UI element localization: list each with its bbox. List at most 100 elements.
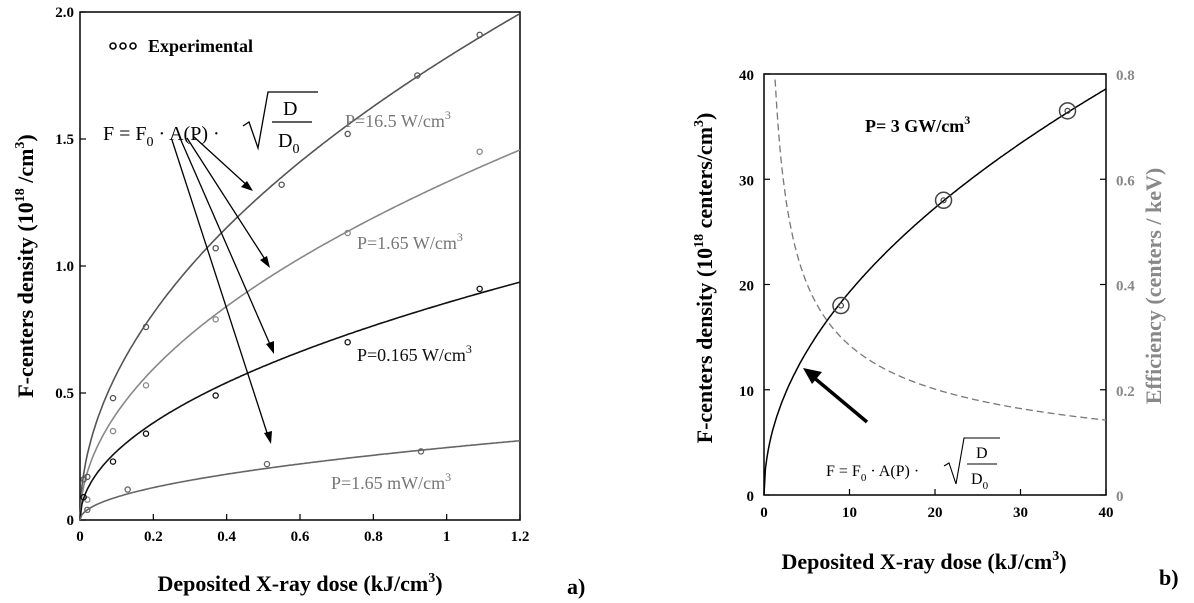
chart-b-arrow bbox=[810, 374, 869, 424]
formula-b-lhs: F = F bbox=[826, 463, 861, 480]
a-x-tick-label: 0 bbox=[76, 529, 84, 545]
svg-text:F = F0 · A(P) ·: F = F0 · A(P) · bbox=[103, 123, 220, 150]
b-x-tick-label: 30 bbox=[1013, 505, 1028, 521]
b-x-tick-label: 10 bbox=[842, 505, 857, 521]
a-data-point bbox=[124, 486, 131, 493]
b-y2-tick-label: 0.2 bbox=[1116, 384, 1135, 400]
chart-b-y-axis-title: F-centers density (1018 centers/cm3) bbox=[692, 113, 717, 444]
a-data-point bbox=[476, 31, 483, 39]
a-x-tick-label: 0.8 bbox=[364, 529, 383, 545]
a-data-point bbox=[414, 72, 421, 79]
chart-a: 0 0.2 0.4 0.6 0.8 1 1.2 0 0.5 1.0 1.5 2.0 Experimen… bbox=[13, 5, 585, 599]
a-data-point bbox=[109, 394, 117, 402]
chart-a-formula: F = F0 · A(P) · D D0 bbox=[103, 91, 318, 157]
b-x-tick-label: 40 bbox=[1099, 505, 1114, 521]
chart-a-plot-frame bbox=[79, 11, 521, 521]
b-data-point bbox=[837, 302, 845, 309]
formula-a-mid: · A(P) · bbox=[154, 123, 220, 145]
b-data-point-ring bbox=[934, 191, 953, 210]
a-data-point bbox=[80, 493, 87, 501]
b-data-point-ring bbox=[832, 296, 850, 315]
a-data-point bbox=[344, 338, 351, 346]
formula-b-sub0: 0 bbox=[861, 472, 867, 484]
b-y2-tick-label: 0.8 bbox=[1116, 68, 1135, 84]
a-data-point bbox=[142, 430, 150, 437]
formula-b-den-sub: 0 bbox=[983, 480, 989, 492]
a-series-curve-3 bbox=[79, 439, 521, 521]
arrowhead-1.65m bbox=[264, 431, 272, 444]
legend-marker-1 bbox=[109, 42, 117, 50]
a-y-tick-label: 1.0 bbox=[55, 259, 74, 275]
chart-b-plot-frame bbox=[763, 73, 1107, 496]
b-efficiency-curve bbox=[774, 79, 1107, 421]
a-data-point bbox=[344, 229, 351, 237]
a-x-tick-label: 1 bbox=[443, 529, 451, 545]
panel-label-b: b) bbox=[1159, 565, 1179, 590]
a-data-point bbox=[84, 473, 91, 481]
b-density-curve bbox=[763, 88, 1107, 496]
a-data-point bbox=[84, 506, 91, 514]
legend-marker-2 bbox=[119, 42, 127, 50]
legend-label: Experimental bbox=[148, 36, 253, 56]
b-data-point bbox=[940, 197, 947, 204]
a-series-curve-0 bbox=[79, 12, 521, 521]
a-data-point bbox=[212, 392, 219, 399]
chart-b-x-axis-title: Deposited X-ray dose (kJ/cm3) bbox=[781, 549, 1066, 574]
b-data-point bbox=[1064, 107, 1071, 114]
arrowhead-1.65 bbox=[260, 256, 270, 268]
b-x-tick-label: 20 bbox=[928, 505, 943, 521]
series-label-16.5: P=16.5 W/cm3 bbox=[345, 108, 451, 131]
a-x-tick-label: 0.6 bbox=[291, 529, 310, 545]
a-series-curve-2 bbox=[79, 281, 521, 521]
formula-a-lhs: F = F bbox=[103, 123, 147, 145]
chart-b-arrowhead bbox=[803, 368, 822, 384]
a-data-point bbox=[212, 244, 219, 252]
chart-b-y2-axis-title: Efficiency (centers / keV) bbox=[1141, 168, 1166, 404]
a-data-point bbox=[417, 448, 425, 455]
a-data-point bbox=[263, 460, 271, 468]
series-label-1.65m: P=1.65 mW/cm3 bbox=[331, 470, 451, 493]
b-x-tick-label: 0 bbox=[760, 505, 768, 521]
chart-a-y-axis-title: F-centers density (1018 /cm3) bbox=[13, 134, 38, 398]
a-data-point bbox=[344, 130, 351, 138]
formula-a-sqrt-sign bbox=[242, 91, 318, 151]
a-series-curve-1 bbox=[79, 149, 521, 521]
formula-b-denominator: D bbox=[971, 471, 983, 488]
a-y-tick-label: 2.0 bbox=[55, 5, 74, 21]
formula-a-sub0: 0 bbox=[147, 135, 154, 150]
a-y-tick-label: 0 bbox=[67, 513, 75, 529]
a-data-point bbox=[109, 458, 117, 465]
chart-b-annotation: P= 3 GW/cm3 bbox=[865, 113, 970, 136]
a-data-point bbox=[278, 181, 285, 188]
chart-a-arrows bbox=[171, 135, 274, 444]
a-data-point bbox=[212, 316, 219, 323]
a-x-tick-label: 1.2 bbox=[511, 529, 530, 545]
chart-b-formula: F = F0 · A(P) · D D0 bbox=[826, 437, 1000, 492]
arrow-to-1.65 bbox=[186, 137, 269, 265]
a-data-point bbox=[476, 285, 483, 293]
b-y-tick-label: 0 bbox=[747, 489, 755, 505]
a-x-tick-label: 0.4 bbox=[217, 529, 236, 545]
series-label-0.165: P=0.165 W/cm3 bbox=[357, 342, 472, 365]
a-data-point bbox=[142, 382, 150, 389]
arrow-to-1.65m bbox=[171, 139, 270, 440]
b-y-tick-label: 10 bbox=[739, 384, 754, 400]
b-y-tick-label: 40 bbox=[739, 68, 754, 84]
a-data-point bbox=[109, 427, 117, 435]
arrow-to-16.5 bbox=[192, 135, 251, 189]
a-x-tick-label: 0.2 bbox=[144, 529, 163, 545]
legend-marker-3 bbox=[129, 42, 137, 50]
svg-text:D0: D0 bbox=[971, 471, 989, 492]
formula-b-sqrt-sign bbox=[943, 437, 1000, 485]
a-y-tick-label: 0.5 bbox=[55, 386, 74, 402]
formula-a-denominator: D bbox=[278, 130, 292, 152]
arrowhead-0.165 bbox=[266, 341, 274, 354]
formula-a-den-sub: 0 bbox=[292, 142, 299, 157]
b-y2-tick-label: 0.6 bbox=[1116, 173, 1135, 189]
a-y-tick-label: 1.5 bbox=[55, 132, 74, 148]
a-data-point bbox=[142, 323, 150, 331]
panel-label-a: a) bbox=[567, 574, 585, 599]
b-data-point-ring bbox=[1058, 102, 1077, 120]
